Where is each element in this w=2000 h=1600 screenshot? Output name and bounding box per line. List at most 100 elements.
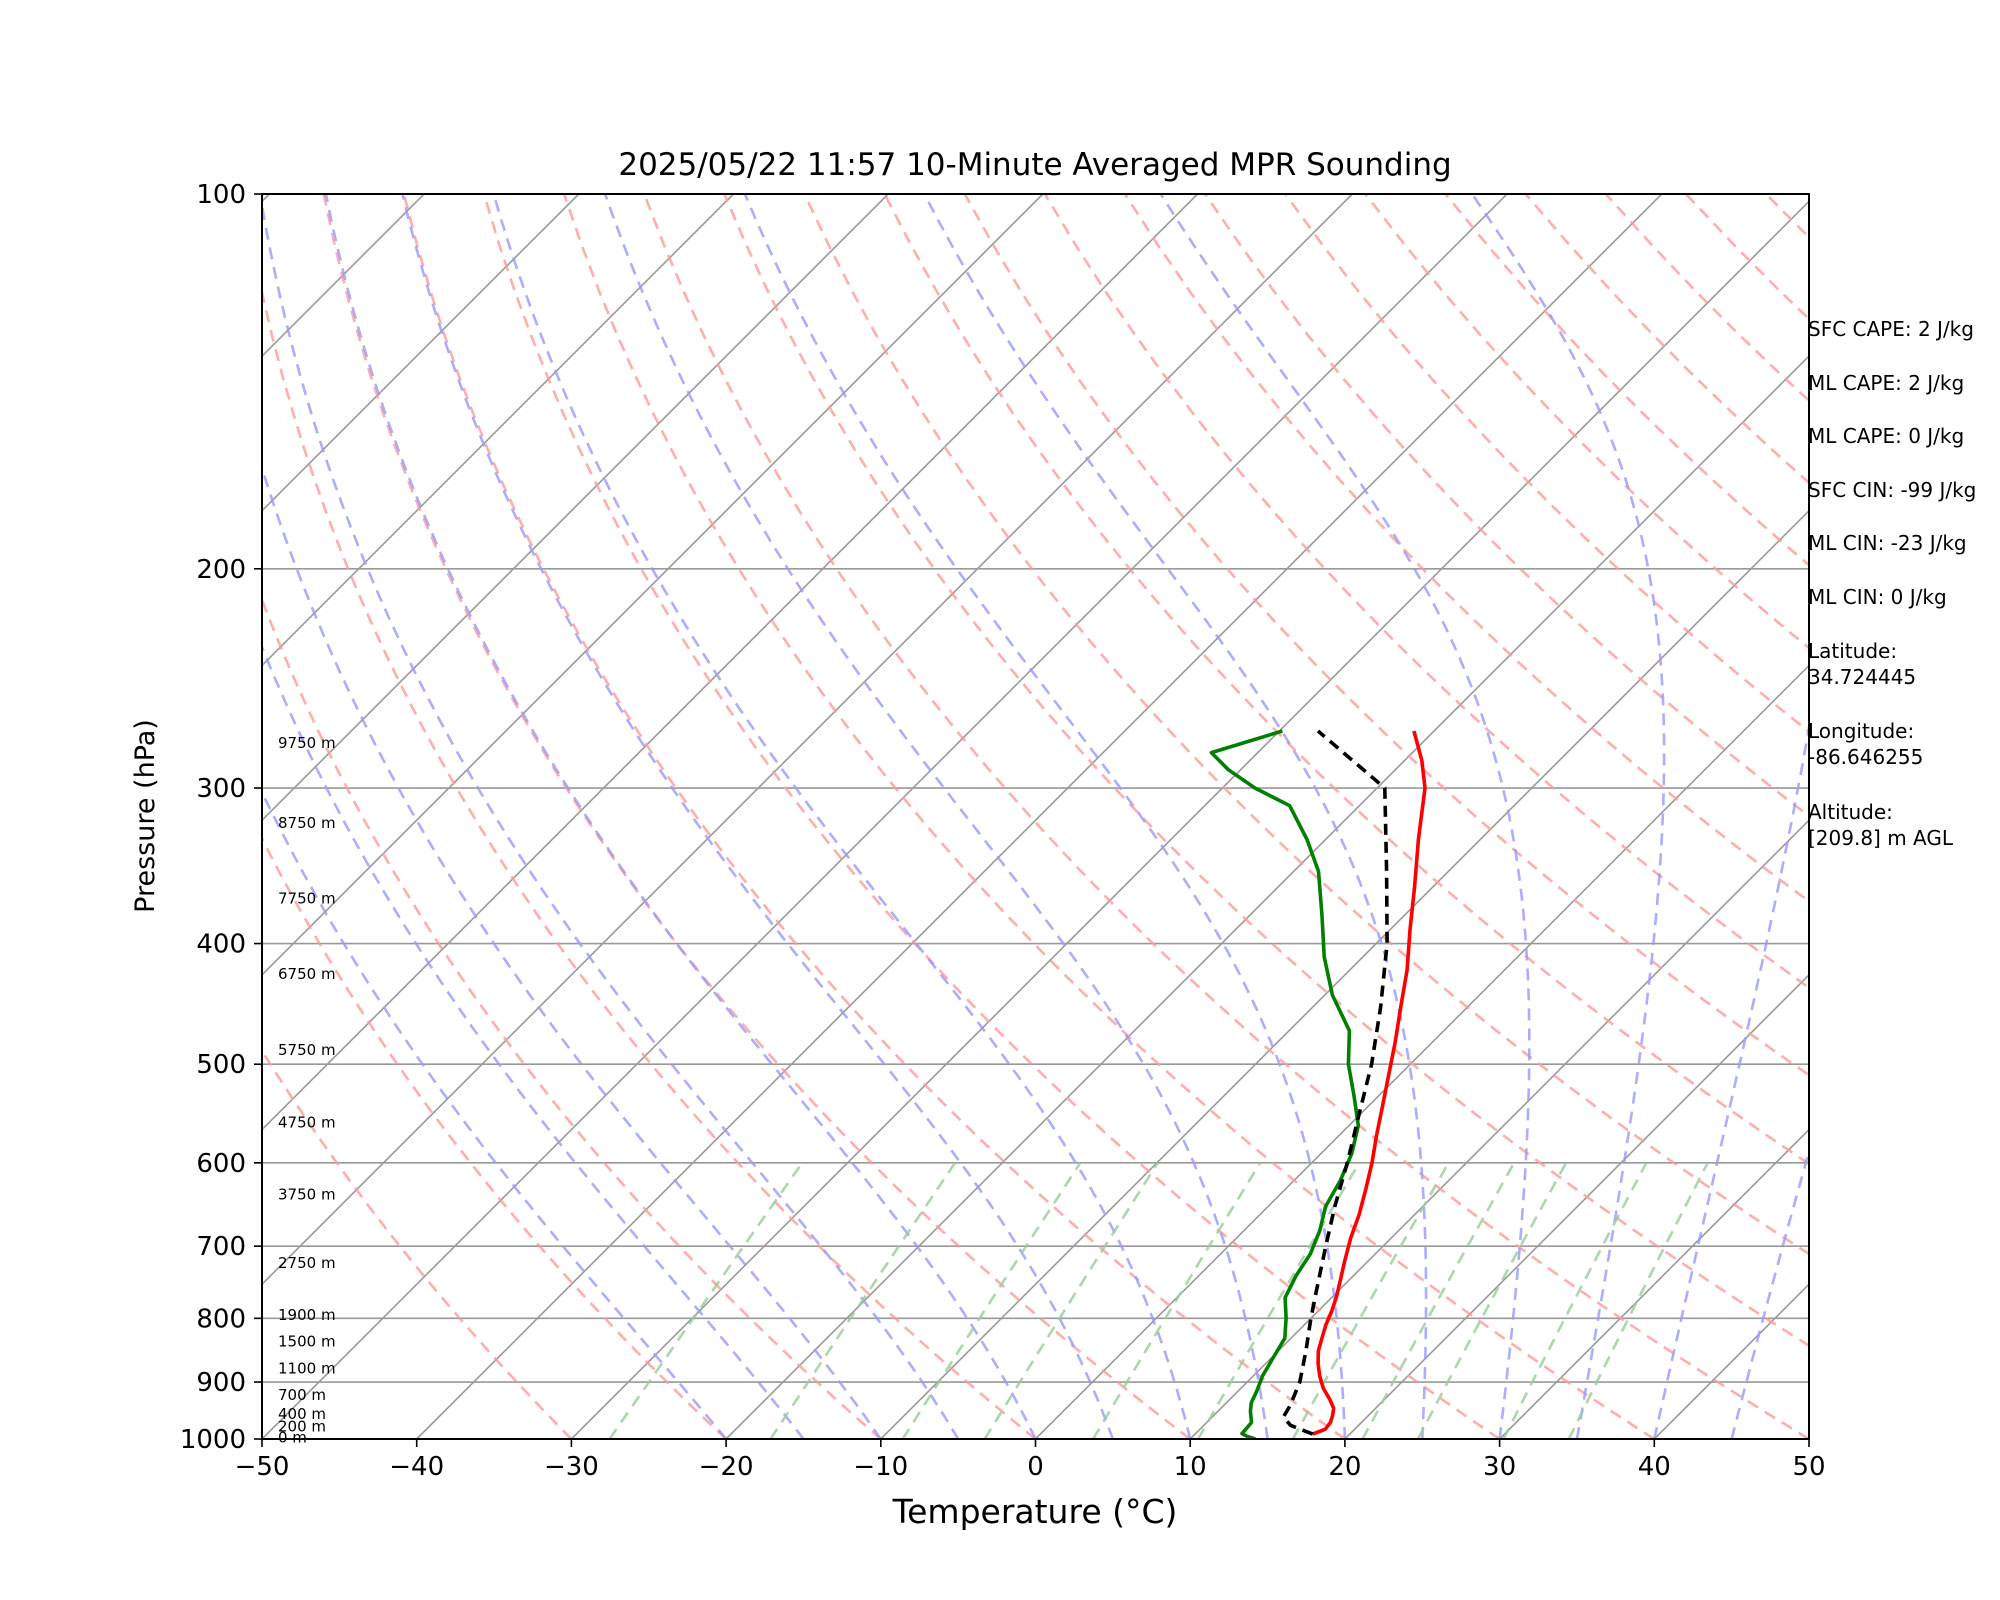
- height-label: 9750 m: [278, 734, 336, 752]
- mixing-ratio-line: [1567, 1162, 1709, 1439]
- y-tick-label: 500: [196, 1050, 246, 1080]
- x-tick-label: 30: [1483, 1452, 1516, 1482]
- moist-adiabat-line: [1653, 720, 1809, 1439]
- dry-adiabat-line: [963, 194, 1809, 1077]
- dry-adiabat-line: [482, 194, 1501, 1439]
- height-label: 2750 m: [278, 1254, 336, 1272]
- height-label: 1100 m: [278, 1360, 336, 1378]
- x-axis-label: Temperature (°C): [892, 1492, 1178, 1531]
- dewpoint-profile: [1209, 729, 1361, 1439]
- y-axis-label: Pressure (hPa): [130, 719, 161, 913]
- height-label: 0 m: [278, 1428, 307, 1446]
- isotherm-line: [1499, 1128, 1809, 1439]
- dry-adiabat-line: [262, 1048, 573, 1439]
- mixing-ratio-line: [1502, 1162, 1648, 1439]
- mixing-ratio-line: [901, 1162, 1082, 1439]
- mixing-ratio-line: [769, 1162, 957, 1439]
- isotherm-line: [416, 194, 1663, 1439]
- x-tick-label: 0: [1027, 1452, 1044, 1482]
- height-label: 4750 m: [278, 1114, 336, 1132]
- isotherm-line: [262, 194, 580, 512]
- mixing-ratio-line: [1416, 1162, 1568, 1439]
- y-tick-label: 900: [196, 1368, 246, 1398]
- y-tick-label: 200: [196, 555, 246, 585]
- y-tick-label: 300: [196, 774, 246, 804]
- dry-adiabat-line: [402, 194, 1346, 1439]
- isotherm-line: [1344, 973, 1809, 1439]
- height-label: 400 m: [278, 1405, 326, 1423]
- isotherm-line: [1034, 664, 1809, 1439]
- isotherm-line: [262, 194, 1508, 1439]
- dry-adiabat-line: [1043, 194, 1809, 990]
- x-tick-label: 50: [1792, 1452, 1825, 1482]
- mixing-ratio-line: [608, 1162, 804, 1439]
- y-tick-label: 100: [196, 180, 246, 210]
- sfc-cape-value: SFC CAPE: 2 J/kg: [1808, 317, 1974, 341]
- dry-adiabat-line: [262, 596, 882, 1439]
- dry-adiabat-line: [642, 194, 1809, 1439]
- moist-adiabat-line: [324, 194, 1037, 1439]
- x-tick-label: −50: [235, 1452, 290, 1482]
- ml-cin-value-2: ML CIN: 0 J/kg: [1808, 585, 1947, 609]
- moist-adiabat-line: [262, 463, 882, 1439]
- ml-cin-value: ML CIN: -23 J/kg: [1808, 531, 1967, 555]
- moist-adiabat-line: [262, 197, 960, 1439]
- height-label: 3750 m: [278, 1185, 336, 1203]
- mixing-ratio-line: [1091, 1162, 1262, 1439]
- x-tick-label: −30: [544, 1452, 599, 1482]
- mixing-ratio-line: [983, 1162, 1159, 1439]
- y-tick-label: 1000: [180, 1425, 246, 1455]
- temperature-profile: [1312, 730, 1427, 1436]
- height-label: 7750 m: [278, 889, 336, 907]
- y-tick-label: 400: [196, 930, 246, 960]
- x-tick-label: 40: [1638, 1452, 1671, 1482]
- parcel-profile: [1281, 729, 1389, 1436]
- isotherm-line: [570, 200, 1809, 1439]
- mixing-ratio-line: [1291, 1162, 1450, 1439]
- height-label: 8750 m: [278, 814, 336, 832]
- isotherm-line: [1189, 819, 1809, 1439]
- isotherm-line: [262, 194, 1199, 1131]
- longitude-value: Longitude: -86.646255: [1808, 719, 1924, 769]
- chart-title: 2025/05/22 11:57 10-Minute Averaged MPR …: [618, 147, 1451, 183]
- sfc-cin-value: SFC CIN: -99 J/kg: [1808, 478, 1977, 502]
- x-tick-label: 10: [1174, 1452, 1207, 1482]
- dry-adiabat-line: [1123, 194, 1809, 903]
- dry-adiabat-line: [723, 194, 1809, 1348]
- moist-adiabat-line: [1471, 194, 1666, 1439]
- x-tick-label: −10: [853, 1452, 908, 1482]
- isotherm-line: [262, 194, 1044, 977]
- altitude-value: Altitude: [209.8] m AGL: [1808, 800, 1954, 850]
- height-label: 6750 m: [278, 965, 336, 983]
- isotherm-line: [262, 194, 735, 667]
- moist-adiabat-line: [1159, 194, 1531, 1439]
- dry-adiabat-line: [883, 194, 1809, 1166]
- isotherm-line: [0, 194, 115, 1439]
- moist-adiabat-line: [1730, 1146, 1809, 1439]
- isotherm-line: [880, 509, 1809, 1439]
- grid-lines: [0, 194, 1809, 1439]
- isotherm-line: [725, 354, 1809, 1439]
- x-tick-label: 20: [1328, 1452, 1361, 1482]
- x-tick-label: −20: [699, 1452, 754, 1482]
- dry-adiabat-line: [322, 194, 1191, 1439]
- moist-adiabat-line: [603, 194, 1269, 1439]
- ml-cape-value-2: ML CAPE: 0 J/kg: [1808, 424, 1965, 448]
- latitude-value: Latitude: 34.724445: [1808, 639, 1917, 689]
- y-tick-label: 800: [196, 1304, 246, 1334]
- y-axis-ticks: 100 200 300 400 500 600 700 800 900 1000: [180, 180, 262, 1455]
- x-axis-ticks: −50 −40 −30 −20 −10 0 10 20 30 40 50: [235, 1439, 1826, 1482]
- dry-adiabat-line: [262, 286, 1037, 1439]
- ml-cape-value: ML CAPE: 2 J/kg: [1808, 371, 1965, 395]
- moist-adiabat-line: [743, 194, 1347, 1439]
- x-tick-label: −40: [389, 1452, 444, 1482]
- y-tick-label: 700: [196, 1232, 246, 1262]
- sounding-profiles: [1209, 729, 1427, 1439]
- moist-adiabat-line: [492, 194, 1192, 1439]
- y-tick-label: 600: [196, 1149, 246, 1179]
- moist-adiabat-line: [262, 789, 728, 1439]
- height-label: 700 m: [278, 1386, 326, 1404]
- dry-adiabat-line: [262, 835, 727, 1439]
